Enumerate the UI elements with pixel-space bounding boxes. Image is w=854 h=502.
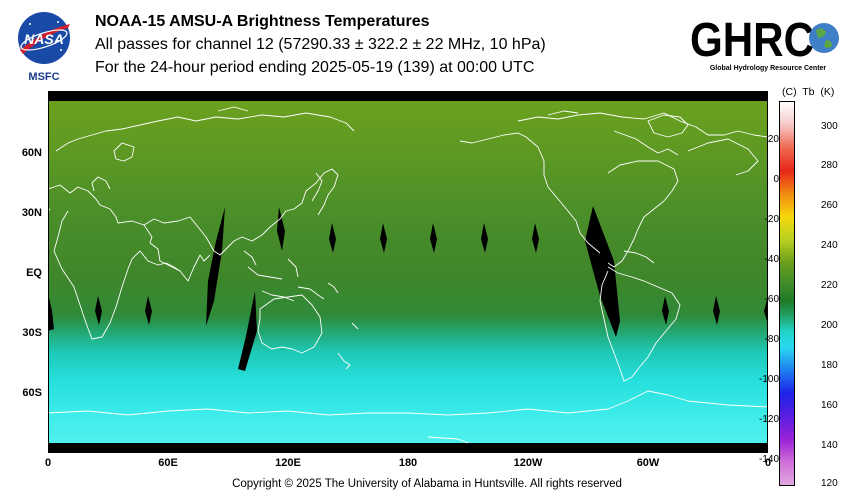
colorbar-units: (C) Tb (K) xyxy=(782,86,834,98)
cb-kelvin-tick: 200 xyxy=(821,320,838,331)
cb-celsius-tick: -100 xyxy=(758,374,779,385)
ghrc-logo: GHRC Global Hydrology Resource Center xyxy=(688,10,848,74)
cb-kelvin-tick: 120 xyxy=(821,478,838,489)
unit-celsius: (C) xyxy=(782,86,797,98)
period-subtitle: For the 24-hour period ending 2025-05-19… xyxy=(95,59,535,76)
cb-kelvin-tick: 180 xyxy=(821,360,838,371)
lon-label-120w: 120W xyxy=(513,457,543,469)
cb-kelvin-tick: 160 xyxy=(821,400,838,411)
lon-label-120e: 120E xyxy=(275,457,301,469)
lon-label-60e: 60E xyxy=(158,457,178,469)
cb-celsius-tick: 0 xyxy=(773,174,779,185)
cb-kelvin-tick: 260 xyxy=(821,200,838,211)
colorbar xyxy=(779,101,795,486)
unit-tb: Tb xyxy=(802,86,815,98)
temperature-field xyxy=(48,91,768,453)
cb-celsius-tick: -140 xyxy=(758,454,779,465)
nasa-logo-text: NASA xyxy=(24,31,64,47)
lat-label-eq: EQ xyxy=(26,267,42,279)
copyright-notice: Copyright © 2025 The University of Alaba… xyxy=(232,478,622,490)
brightness-temperature-map xyxy=(47,91,769,453)
msfc-text: MSFC xyxy=(28,71,59,82)
unit-kelvin: (K) xyxy=(820,86,835,98)
cb-kelvin-tick: 240 xyxy=(821,240,838,251)
lat-label-60s: 60S xyxy=(22,387,42,399)
lat-label-60n: 60N xyxy=(21,147,42,159)
title-block: NOAA-15 AMSU-A Brightness Temperatures A… xyxy=(95,10,546,79)
channel-subtitle: All passes for channel 12 (57290.33 ± 32… xyxy=(95,36,546,53)
lon-label-0-right: 0 xyxy=(764,457,772,469)
lon-label-0-left: 0 xyxy=(44,457,52,469)
cb-celsius-tick: -80 xyxy=(764,334,779,345)
cb-kelvin-tick: 140 xyxy=(821,440,838,451)
cb-kelvin-tick: 280 xyxy=(821,160,838,171)
cb-kelvin-tick: 220 xyxy=(821,280,838,291)
page-title: NOAA-15 AMSU-A Brightness Temperatures xyxy=(95,13,430,30)
lon-label-180: 180 xyxy=(398,457,418,469)
lat-label-30s: 30S xyxy=(22,327,42,339)
map-border xyxy=(48,91,768,453)
ghrc-logo-text: GHRC xyxy=(690,14,814,67)
missing-swath-gaps xyxy=(48,206,768,371)
map-panel xyxy=(47,91,769,453)
lat-label-30n: 30N xyxy=(21,207,42,219)
cb-celsius-tick: 20 xyxy=(767,134,779,145)
cb-celsius-tick: -120 xyxy=(758,414,779,425)
north-missing-band xyxy=(48,91,768,101)
cb-celsius-tick: -60 xyxy=(764,294,779,305)
cb-celsius-tick: -20 xyxy=(764,214,779,225)
cb-celsius-tick: -40 xyxy=(764,254,779,265)
lon-label-60w: 60W xyxy=(636,457,660,469)
cb-kelvin-tick: 300 xyxy=(821,121,838,132)
nasa-logo: NASA MSFC xyxy=(14,10,74,83)
ghrc-tagline: Global Hydrology Resource Center xyxy=(710,65,827,72)
south-missing-band xyxy=(48,443,768,453)
